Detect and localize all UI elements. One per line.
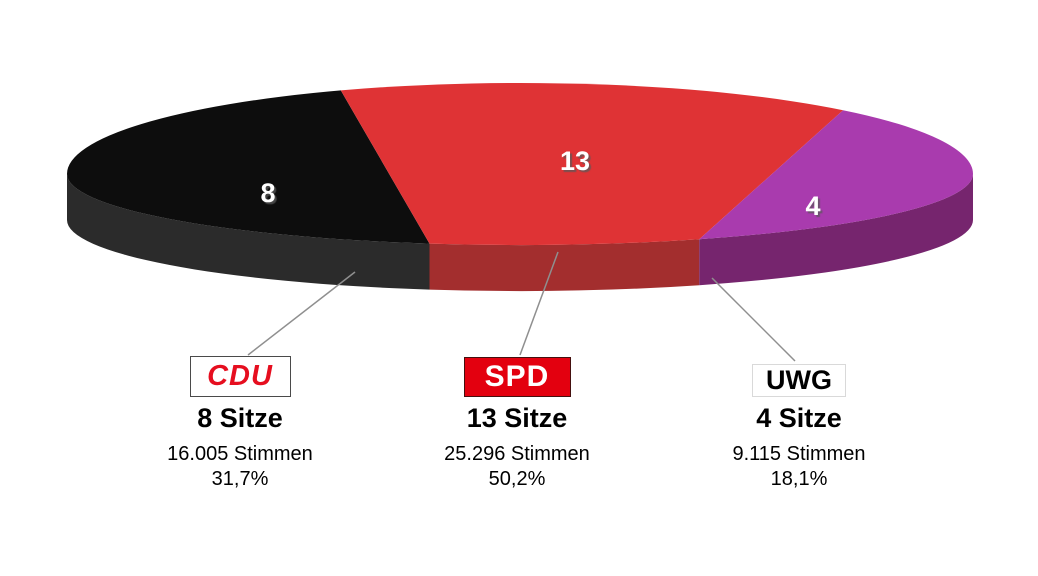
segment-cdu-side <box>66 174 430 290</box>
segment-spd-top <box>340 82 844 246</box>
segment-seat-count-uwg: 4 <box>805 191 820 221</box>
logo-row: SPD <box>407 350 627 397</box>
votes-label-cdu: 16.005 Stimmen <box>167 443 313 465</box>
party-logo-spd: SPD <box>463 357 571 397</box>
votes-label-spd: 25.296 Stimmen <box>444 443 590 465</box>
legend-uwg: UWG 4 Sitze 9.115 Stimmen 18,1% <box>689 350 909 492</box>
party-logo-uwg: UWG <box>752 364 846 397</box>
legend-cdu: CDU 8 Sitze 16.005 Stimmen 31,7% <box>130 350 350 492</box>
party-logo-cdu: CDU <box>189 356 291 397</box>
percent-label-uwg: 18,1% <box>770 468 828 490</box>
leader-line-cdu <box>247 271 356 356</box>
segment-cdu-top <box>66 90 430 244</box>
segment-uwg-top <box>699 110 973 240</box>
percent-label-cdu: 31,7% <box>211 468 269 490</box>
seats-label-spd: 13 Sitze <box>466 403 568 433</box>
legend-spd: SPD 13 Sitze 25.296 Stimmen 50,2% <box>407 350 627 492</box>
percent-label-spd: 50,2% <box>488 468 546 490</box>
segment-seat-count-cdu: 8 <box>260 178 275 208</box>
votes-label-uwg: 9.115 Stimmen <box>732 443 866 465</box>
leader-line-spd <box>519 251 559 356</box>
leader-line-uwg <box>711 277 796 362</box>
segment-uwg-side <box>699 174 973 286</box>
segment-spd-side <box>429 239 700 292</box>
logo-row: CDU <box>130 350 350 397</box>
logo-row: UWG <box>689 350 909 397</box>
seats-label-uwg: 4 Sitze <box>756 403 842 433</box>
segment-seat-count-spd: 13 <box>560 146 590 176</box>
seats-label-cdu: 8 Sitze <box>197 403 283 433</box>
